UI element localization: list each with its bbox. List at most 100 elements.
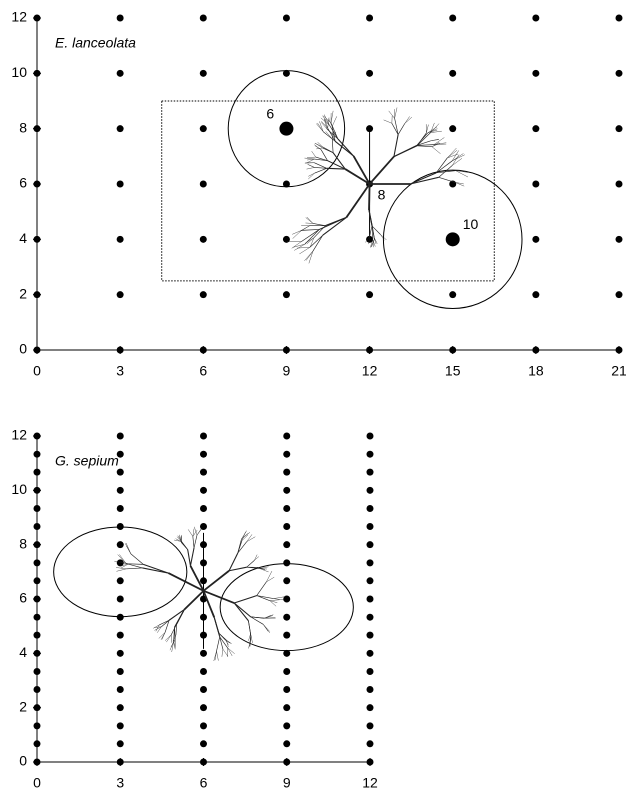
plant-point [199,291,207,299]
x-tick-label: 21 [611,363,626,379]
plant-point [199,180,207,188]
plant-point [33,125,41,133]
root [179,534,182,542]
plant-point [116,577,124,585]
root [263,624,269,632]
root [119,554,127,564]
root [269,599,280,601]
plant-point [116,291,124,299]
plant-point [116,450,124,458]
root [393,134,399,157]
root [120,563,129,567]
root [246,536,256,542]
plant-point [615,346,623,354]
plant-point [33,613,41,621]
x-tick-label: 6 [199,363,207,379]
root [368,237,370,245]
x-tick-label: 12 [362,775,378,791]
root [314,143,323,148]
root [368,183,371,211]
y-tick-label: 6 [19,590,27,606]
plant-point [116,505,124,513]
y-tick-label: 12 [11,9,27,25]
plant-point [366,291,374,299]
root [320,117,330,126]
plant-point [116,522,124,530]
root [397,123,406,135]
plant-point [33,541,41,549]
root [192,529,198,537]
root [226,640,229,647]
plant-point [33,631,41,639]
root [447,150,458,159]
root [319,121,324,132]
root [447,147,457,159]
plant-point [116,486,124,494]
plant-point [532,14,540,22]
plant-point [532,346,540,354]
root [120,561,129,565]
root [394,107,398,119]
root-zone [219,563,354,652]
plant-point [116,685,124,693]
x-tick-label: 9 [283,363,291,379]
root [130,553,144,565]
root [315,156,328,161]
root [174,609,185,628]
root [331,138,334,153]
root [189,565,205,592]
root [218,632,226,641]
root [430,122,435,133]
root [225,639,229,645]
root [193,535,198,548]
root [219,636,224,650]
root [326,128,339,140]
plant-point [283,649,291,657]
root [219,636,228,649]
root [227,647,233,657]
plant-point [615,125,623,133]
plant-point [283,559,291,567]
root [451,150,459,162]
root [157,626,162,633]
root [175,624,177,635]
root [237,541,247,554]
root [447,153,459,159]
root [249,636,252,647]
root [323,131,336,142]
root [155,624,160,632]
root [308,172,315,177]
plant-point [200,704,207,712]
plant-point [366,740,374,748]
plant-point [33,704,41,712]
root [292,243,305,248]
plant-point [449,125,457,133]
root [307,158,315,161]
plant-point [283,685,291,693]
plant-point [282,291,290,299]
root [153,624,160,629]
plant-point [283,631,291,639]
root-zone [53,526,188,618]
root [226,639,232,644]
plant-point [33,649,41,657]
root [454,181,465,187]
root [371,225,381,235]
root [416,140,431,146]
plant-point [366,613,374,621]
plant-point [33,685,41,693]
root [380,234,385,241]
plant-point [33,468,41,476]
root [433,137,445,145]
root [322,115,330,126]
plant-point [615,180,623,188]
plant-point [116,69,124,77]
plant-point [283,522,291,530]
x-tick-label: 15 [445,363,461,379]
root [237,538,242,554]
plant-point [33,235,41,243]
root [256,581,267,596]
root [365,237,370,243]
root [263,615,272,619]
root [175,538,182,542]
